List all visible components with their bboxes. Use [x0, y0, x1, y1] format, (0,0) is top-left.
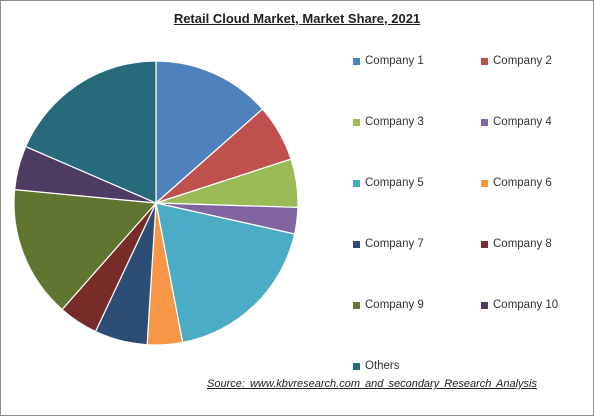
- legend-swatch: [353, 240, 360, 248]
- pie-slice-company-1: [155, 60, 264, 205]
- legend-item-company-10: Company 10: [481, 297, 558, 313]
- legend-item-company-5: Company 5: [353, 175, 424, 191]
- legend-item-company-9: Company 9: [353, 297, 424, 313]
- legend-item-company-2: Company 2: [481, 53, 552, 69]
- legend-label: Company 5: [365, 177, 424, 189]
- legend-swatch: [481, 179, 488, 187]
- legend-swatch: [481, 240, 488, 248]
- legend-label: Company 9: [365, 299, 424, 311]
- chart-title: Retail Cloud Market, Market Share, 2021: [173, 11, 421, 26]
- legend-swatch: [353, 362, 360, 370]
- legend-item-company-3: Company 3: [353, 114, 424, 130]
- legend-label: Company 1: [365, 55, 424, 67]
- legend-label: Company 2: [493, 55, 552, 67]
- legend-label: Company 6: [493, 177, 552, 189]
- legend-label: Company 4: [493, 116, 552, 128]
- pie-slice-others: [24, 60, 157, 204]
- legend-label: Others: [365, 360, 400, 372]
- chart-legend: Company 1 Company 2 Company 3 Company 4 Comp…: [353, 51, 588, 381]
- pie-slice-company-5: [155, 202, 296, 344]
- source-note: Source: www.kbvresearch.com and secondar…: [207, 378, 537, 390]
- legend-item-company-6: Company 6: [481, 175, 552, 191]
- legend-item-company-1: Company 1: [353, 53, 424, 69]
- legend-label: Company 7: [365, 238, 424, 250]
- legend-swatch: [353, 179, 360, 187]
- legend-swatch: [481, 57, 488, 65]
- legend-item-others: Others: [353, 358, 400, 374]
- legend-swatch: [353, 57, 360, 65]
- legend-swatch: [481, 118, 488, 126]
- legend-swatch: [353, 301, 360, 309]
- legend-label: Company 8: [493, 238, 552, 250]
- legend-item-company-7: Company 7: [353, 236, 424, 252]
- legend-item-company-4: Company 4: [481, 114, 552, 130]
- legend-item-company-8: Company 8: [481, 236, 552, 252]
- legend-swatch: [353, 118, 360, 126]
- pie-slice-company-9: [13, 188, 158, 311]
- legend-swatch: [481, 301, 488, 309]
- legend-label: Company 10: [493, 299, 559, 311]
- legend-label: Company 3: [365, 116, 424, 128]
